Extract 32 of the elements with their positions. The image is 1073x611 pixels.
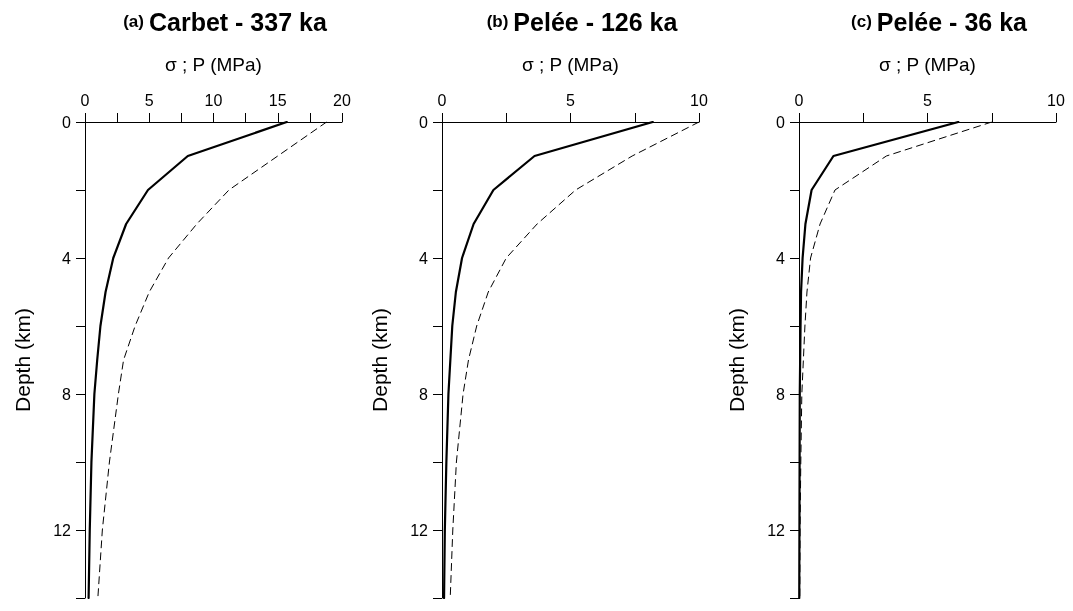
x-tick-label: 5 [144, 91, 154, 109]
x-tick-label: 5 [923, 91, 933, 109]
chart-title: (c) Pelée - 36 ka [851, 7, 1029, 36]
y-tick-label: 4 [776, 249, 786, 267]
x-tick-label: 10 [204, 91, 223, 109]
x-axis-title: σ ; P (MPa) [522, 54, 619, 75]
y-axis-title: Depth (km) [725, 308, 748, 412]
y-tick-label: 12 [767, 521, 786, 539]
y-tick-label: 0 [419, 113, 429, 131]
y-tick-label: 4 [62, 249, 72, 267]
y-tick-label: 4 [419, 249, 429, 267]
y-tick-label: 0 [62, 113, 72, 131]
x-axis-title: σ ; P (MPa) [165, 54, 262, 75]
x-tick-label: 20 [333, 91, 351, 109]
y-axis-title: Depth (km) [11, 308, 34, 412]
x-tick-label: 5 [566, 91, 576, 109]
y-tick-label: 8 [776, 385, 786, 403]
y-tick-label: 8 [419, 385, 429, 403]
y-tick-label: 0 [776, 113, 786, 131]
x-tick-label: 15 [268, 91, 287, 109]
y-axis-title: Depth (km) [368, 308, 391, 412]
x-tick-label: 0 [794, 91, 804, 109]
chart-title: (a) Carbet - 337 ka [123, 7, 328, 36]
y-tick-label: 12 [410, 521, 429, 539]
x-tick-label: 0 [437, 91, 447, 109]
x-tick-label: 10 [1047, 91, 1065, 109]
chart-title: (b) Pelée - 126 ka [486, 7, 679, 36]
x-tick-label: 10 [690, 91, 708, 109]
x-tick-label: 0 [80, 91, 90, 109]
y-tick-label: 12 [53, 521, 72, 539]
y-tick-label: 8 [62, 385, 72, 403]
x-axis-title: σ ; P (MPa) [879, 54, 976, 75]
